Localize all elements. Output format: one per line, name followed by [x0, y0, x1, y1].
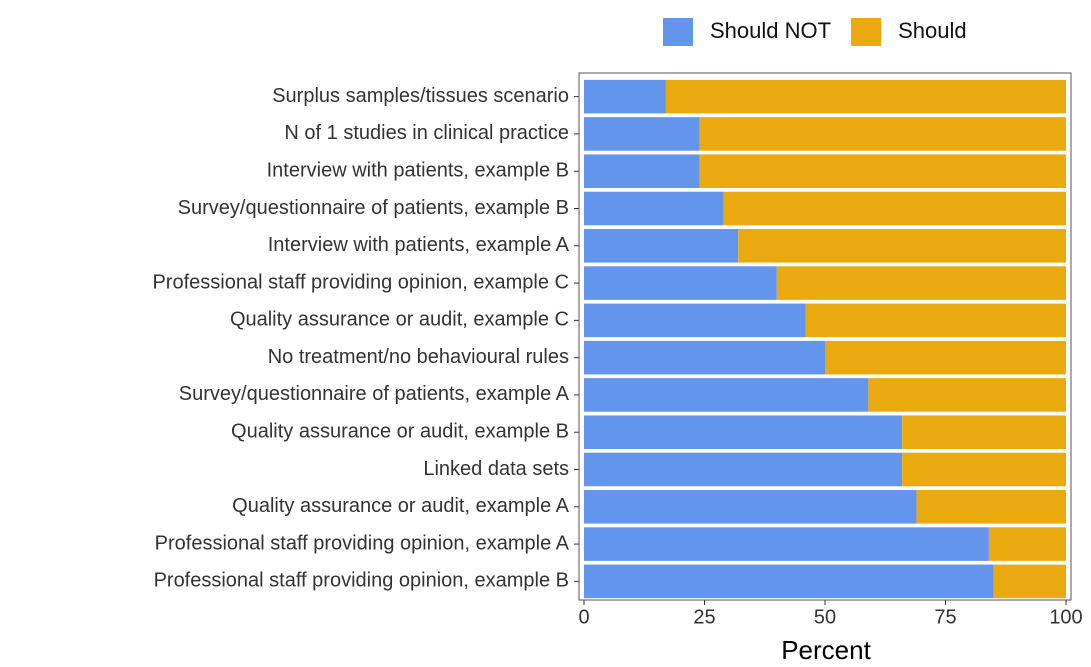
bar-segment [723, 191, 1066, 226]
bar-segment [699, 154, 1066, 188]
bar-segment [916, 490, 1066, 524]
y-tick-label: Survey/questionnaire of patients, exampl… [179, 383, 570, 405]
y-tick-label: Professional staff providing opinion, ex… [155, 532, 570, 554]
bar-segment [584, 229, 739, 263]
bar-segment [584, 564, 994, 599]
bar-segment [584, 154, 700, 188]
y-tick-label: Interview with patients, example A [268, 234, 570, 256]
y-tick-label: Professional staff providing opinion, ex… [154, 570, 569, 592]
y-tick-label: N of 1 studies in clinical practice [284, 122, 569, 144]
bar-segment [988, 527, 1066, 561]
bar-segment [776, 266, 1066, 300]
bar-segment [738, 229, 1066, 263]
bar-segment [805, 303, 1066, 338]
bar-segment [584, 303, 806, 338]
bar-segment [584, 191, 724, 226]
y-tick-label: No treatment/no behavioural rules [268, 346, 569, 368]
x-tick-label: 0 [578, 606, 589, 628]
bar-segment [584, 117, 700, 151]
bar-segment [665, 79, 1066, 114]
bar-segment [584, 452, 903, 487]
bar-segment [584, 266, 777, 300]
x-tick-label: 100 [1049, 606, 1082, 628]
x-axis-title: Percent [781, 635, 871, 665]
y-tick-label: Survey/questionnaire of patients, exampl… [178, 197, 569, 219]
legend-label: Should [898, 18, 967, 43]
x-tick-label: 50 [814, 606, 836, 628]
bar-segment [584, 527, 989, 561]
legend-label: Should NOT [710, 18, 831, 43]
bar-segment [902, 415, 1066, 449]
y-tick-label: Professional staff providing opinion, ex… [152, 271, 569, 293]
y-tick-label: Surplus samples/tissues scenario [272, 85, 569, 107]
y-tick-label: Quality assurance or audit, example B [231, 420, 569, 442]
bar-segment [825, 340, 1066, 375]
y-tick-label: Quality assurance or audit, example A [232, 495, 570, 517]
legend-swatch [663, 18, 693, 46]
bar-segment [699, 117, 1066, 151]
bar-segment [584, 415, 903, 449]
bar-segment [584, 79, 666, 114]
bar-segment [584, 490, 917, 524]
x-tick-label: 75 [934, 606, 956, 628]
y-tick-label: Interview with patients, example B [267, 159, 569, 181]
y-tick-label: Linked data sets [423, 458, 569, 480]
legend-swatch [851, 18, 882, 46]
y-tick-label: Quality assurance or audit, example C [230, 309, 569, 331]
bar-segment [584, 378, 869, 412]
bar-segment [902, 452, 1066, 487]
bar-segment [868, 378, 1066, 412]
x-tick-label: 25 [693, 606, 715, 628]
bar-segment [584, 340, 825, 375]
bar-segment [993, 564, 1066, 599]
